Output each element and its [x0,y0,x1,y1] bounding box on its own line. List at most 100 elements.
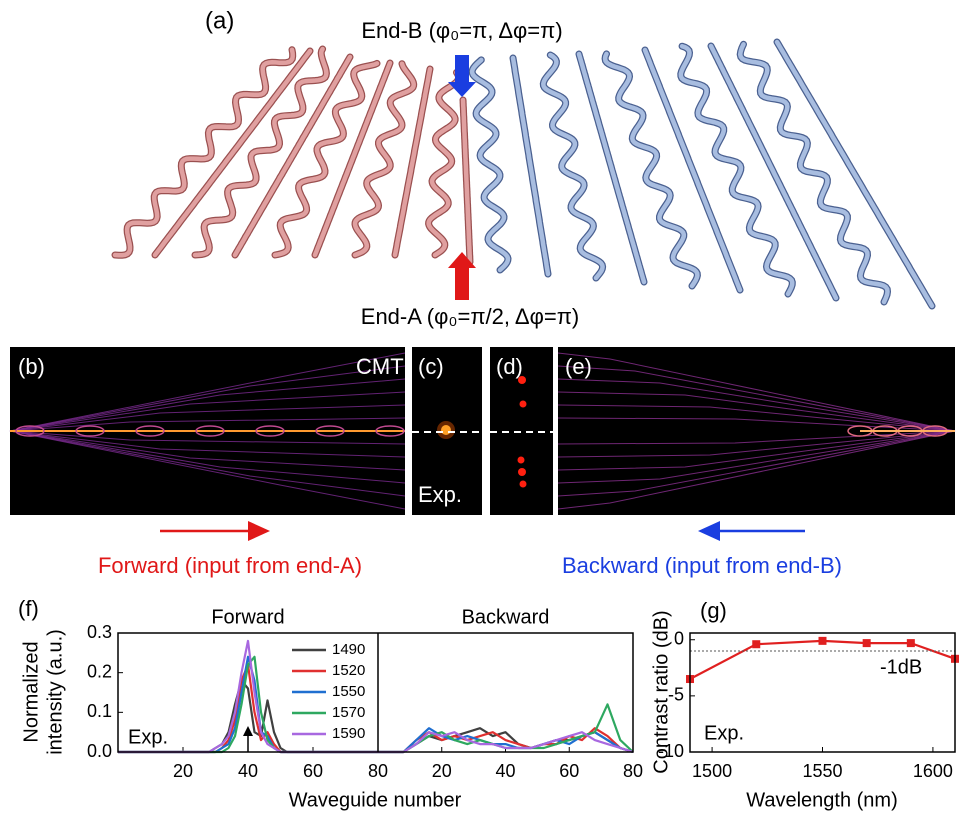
annotation-arrow-head [243,726,253,736]
waveguide [510,55,551,277]
data-point [818,636,827,645]
waveguide [602,51,700,289]
panel-label: (f) [18,596,39,621]
y-tick-label: 0.1 [87,701,112,721]
beam [9,352,406,432]
beam [557,430,956,471]
y-tick-label: 0.2 [87,661,112,681]
beam-node [135,425,165,437]
beam [557,430,956,497]
x-axis-label: Wavelength (nm) [746,789,898,811]
axes-frame [689,632,956,753]
legend-label: 1490 [332,641,365,658]
data-line [118,639,378,754]
y-axis-label: Contrast ratio (dB) [650,610,672,773]
waveguide [460,97,473,265]
waveguide [112,47,295,258]
annotation: Exp. [704,722,744,744]
legend-label: 1520 [332,662,365,679]
beam [557,378,956,432]
x-tick-label: 40 [495,761,515,781]
waveguide [312,60,393,258]
beam [9,391,406,432]
beam [557,352,956,432]
panel-label: (g) [700,598,727,623]
beam [557,430,956,445]
x-tick-label: 20 [173,761,193,781]
waveguide [737,42,890,305]
data-line [689,639,956,680]
beam-node [195,425,225,437]
x-tick-label: 80 [623,761,643,781]
beam-node [315,425,345,437]
panel-c-image [412,347,482,515]
waveguide [678,43,795,297]
waveguide [576,51,647,285]
y-tick-label: -10 [658,741,684,761]
waveguide [642,47,743,293]
beam [557,417,956,432]
panel-b-image [9,347,406,515]
waveguide [392,66,433,258]
arrow-backward-head [698,521,720,541]
panel-note: Exp. [418,482,462,507]
beam [9,430,406,484]
y-tick-label: 0.0 [87,741,112,761]
panel-label: (d) [496,354,523,379]
beam [557,430,956,458]
waveguide [541,52,605,281]
beam [557,430,956,484]
forward-caption: Forward (input from end-A) [98,553,362,578]
data-line [378,731,634,754]
x-tick-label: 40 [238,761,258,781]
beam [9,404,406,432]
x-tick-label: 1550 [802,761,842,781]
waveguide [426,70,461,258]
beam [9,430,406,471]
y-tick-label: 0.3 [87,622,112,642]
plots: 20 40 60 80 0.0 0.1 0.2 0.3 Forward 20 40 60 80 Backw… [20,606,959,811]
panel-label: (c) [418,354,444,379]
panel-label: (e) [565,354,592,379]
waveguide [192,46,329,258]
arrow-up [448,252,476,300]
annotation: Exp. [128,726,168,748]
x-tick-label: 60 [559,761,579,781]
panel-e-image [557,347,956,515]
chart-title: Backward [462,606,550,628]
beam-node [255,425,285,437]
x-axis-label: Waveguide number [289,789,462,811]
waveguide-array [111,38,936,310]
panel-note: CMT [356,354,404,379]
x-tick-label: 20 [432,761,452,781]
waveguide [272,61,380,258]
x-tick-label: 1600 [913,761,953,781]
panel-d-image [490,347,553,515]
end-a-label: End-A (φ₀=π/2, Δφ=π) [361,304,579,329]
beam-node [15,425,45,437]
legend-label: 1550 [332,683,365,700]
backward-caption: Backward (input from end-B) [562,553,842,578]
panel-label: (b) [18,354,45,379]
y-axis-label: intensity (a.u.) [44,629,66,755]
waveguide [352,61,416,258]
axes-frame [117,632,634,753]
y-axis-label: Normalized [20,641,42,742]
chart-title: Forward [211,606,284,628]
data-point [906,639,915,648]
beam-node [375,425,405,437]
y-tick-label: -5 [668,685,684,705]
beam [557,404,956,432]
beam [557,391,956,432]
beam [557,365,956,432]
waveguide-outline [539,51,607,282]
beam [9,430,406,445]
beam [9,365,406,432]
data-point [862,639,871,648]
legend-label: 1590 [332,725,365,742]
waveguide [469,57,511,273]
beam-node [75,425,105,437]
beam [9,430,406,497]
x-tick-label: 1500 [692,761,732,781]
